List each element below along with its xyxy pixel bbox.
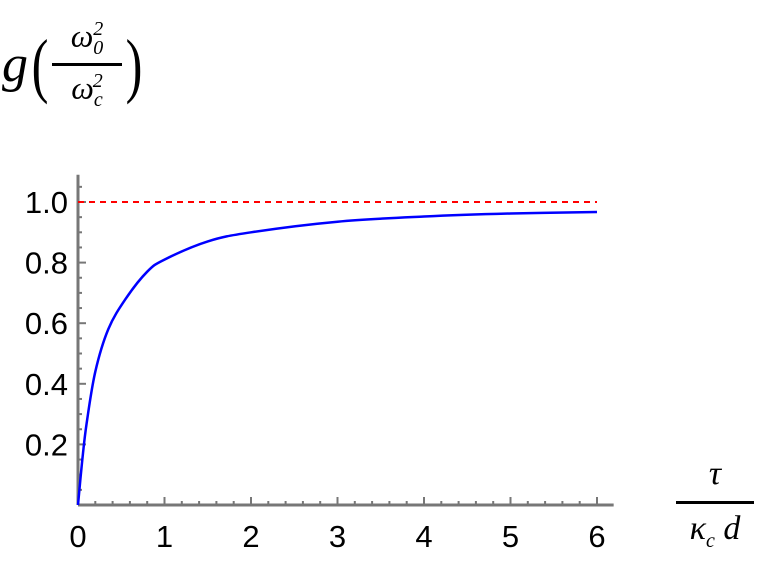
x-axis-label: τ κc d [676, 455, 754, 553]
den-base: ω [71, 69, 94, 106]
fraction-bar [676, 501, 754, 504]
y-label-fraction: ω02 ωc2 [51, 18, 122, 111]
den-sub: c [93, 89, 103, 112]
den-base: κ [689, 510, 706, 547]
x-tick-label: 6 [588, 519, 605, 554]
x-tick-label: 2 [242, 519, 259, 554]
den-sub: c [705, 529, 715, 552]
x-tick-label: 3 [329, 519, 346, 554]
x-label-denominator: κc d [690, 510, 741, 553]
den-sup: 2 [92, 70, 103, 93]
x-tick-label: 1 [156, 519, 173, 554]
den-tail: d [714, 510, 741, 547]
x-tick-label: 5 [502, 519, 519, 554]
y-tick-label: 0.6 [25, 306, 68, 341]
y-label-numerator: ω02 [71, 18, 104, 59]
y-tick-label: 0.4 [25, 367, 68, 402]
x-tick-label: 4 [415, 519, 432, 554]
series-line [76, 210, 598, 506]
x-label-numerator: τ [708, 455, 722, 492]
left-paren: ( [31, 24, 49, 105]
fraction-bar [51, 63, 122, 67]
right-paren: ) [125, 24, 143, 105]
y-tick-label: 0.8 [25, 246, 68, 281]
x-tick-label: 0 [69, 519, 86, 554]
y-label-function: g [2, 36, 28, 94]
y-tick-label: 0.2 [25, 427, 68, 462]
y-tick-label: 1.0 [25, 185, 68, 220]
num-sup: 2 [93, 18, 104, 40]
num-sub: 0 [93, 37, 104, 60]
y-label-denominator: ωc2 [71, 70, 102, 111]
y-axis-label: g ( ω02 ωc2 ) [2, 18, 146, 111]
num-base: ω [70, 17, 94, 54]
